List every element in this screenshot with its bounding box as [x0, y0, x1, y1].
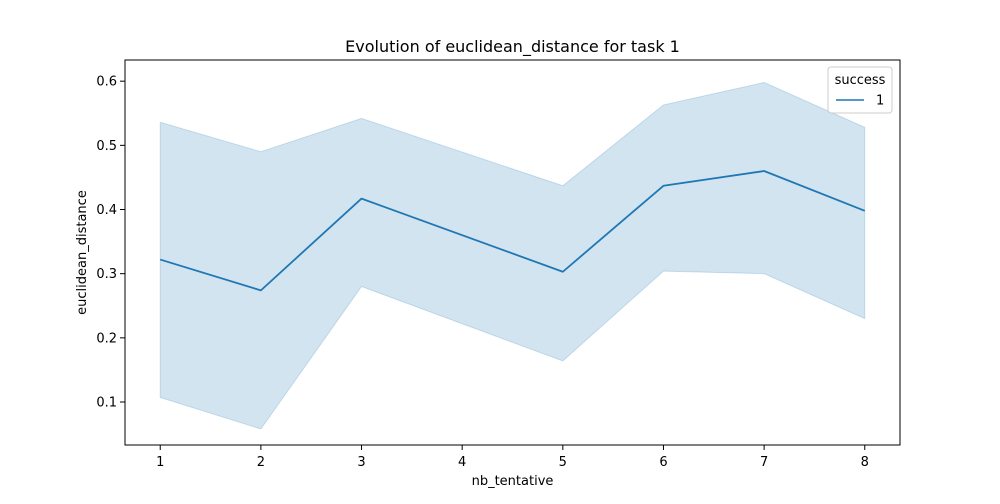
x-tick-label: 6	[659, 455, 667, 470]
x-tick-label: 8	[861, 455, 869, 470]
y-tick-label: 0.2	[96, 331, 117, 346]
confidence-band	[159, 81, 866, 430]
x-tick-label: 2	[257, 455, 265, 470]
x-tick-label: 5	[559, 455, 567, 470]
y-tick-label: 0.4	[96, 203, 117, 218]
legend-title: success	[835, 73, 886, 88]
y-tick-label: 0.1	[96, 396, 117, 411]
series-line	[159, 170, 866, 292]
y-tick-label: 0.6	[96, 75, 117, 90]
series-line-layer	[159, 170, 866, 292]
axes-frame	[124, 59, 901, 446]
x-tick-label: 7	[760, 455, 768, 470]
legend: success 1	[827, 66, 893, 114]
confidence-band-layer	[159, 81, 866, 430]
legend-box	[827, 66, 893, 114]
y-axis-label: euclidean_distance	[75, 190, 90, 315]
y-tick-label: 0.3	[96, 267, 117, 282]
x-axis-label: nb_tentative	[472, 474, 554, 489]
x-tick-label: 4	[458, 455, 466, 470]
x-tick-label: 1	[156, 455, 164, 470]
legend-entry-label: 1	[876, 94, 884, 109]
y-tick-label: 0.5	[96, 139, 117, 154]
y-ticks: 0.1 0.2 0.3 0.4 0.5 0.6	[96, 75, 125, 411]
x-tick-label: 3	[357, 455, 365, 470]
chart-title: Evolution of euclidean_distance for task…	[345, 37, 680, 57]
x-ticks: 1 2 3 4 5 6 7 8	[156, 445, 869, 470]
